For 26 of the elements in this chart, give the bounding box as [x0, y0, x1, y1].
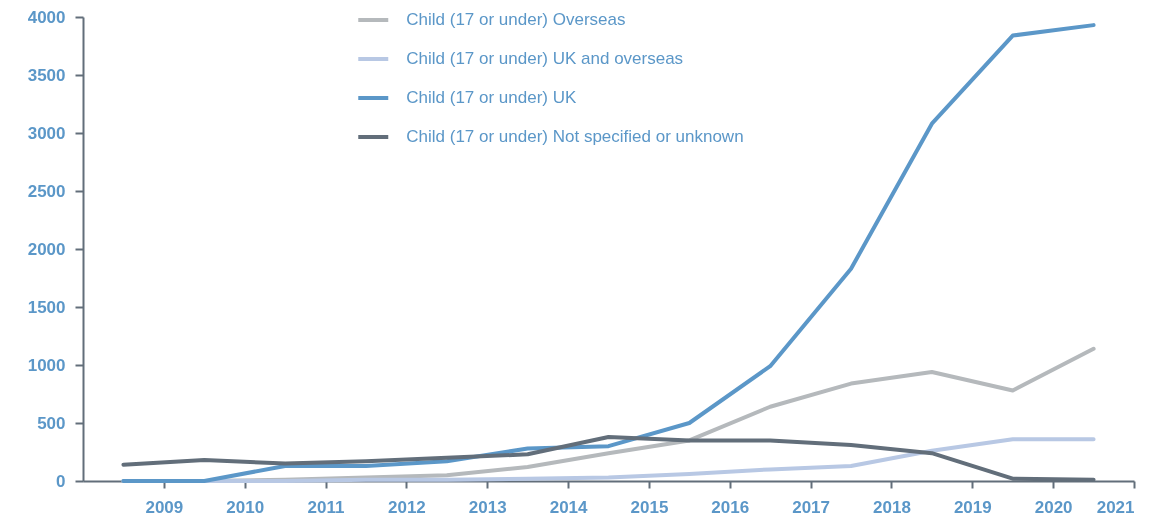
legend-label: Child (17 or under) Not specified or unknown — [406, 127, 744, 146]
x-tick-label: 2009 — [145, 497, 184, 517]
y-tick-label: 1000 — [27, 355, 66, 375]
x-tick-label: 2017 — [792, 497, 831, 517]
y-tick-label: 500 — [37, 413, 66, 433]
x-tick-label: 2012 — [387, 497, 426, 517]
x-tick-label: 2021 — [1096, 497, 1135, 517]
x-tick-label: 2016 — [711, 497, 750, 517]
y-tick-label: 0 — [56, 471, 66, 491]
y-tick-label: 3000 — [27, 123, 66, 143]
x-tick-label: 2019 — [953, 497, 992, 517]
x-tick-label: 2011 — [307, 497, 345, 517]
x-tick-label: 2010 — [226, 497, 265, 517]
y-tick-label: 2000 — [27, 239, 66, 259]
y-tick-label: 1500 — [27, 297, 66, 317]
x-tick-label: 2020 — [1034, 497, 1073, 517]
x-tick-label: 2015 — [630, 497, 669, 517]
x-tick-label: 2014 — [549, 497, 589, 517]
x-tick-label: 2018 — [873, 497, 911, 517]
x-tick-label: 2013 — [468, 497, 507, 517]
y-tick-label: 3500 — [27, 65, 66, 85]
legend-label: Child (17 or under) UK — [406, 88, 577, 107]
legend-label: Child (17 or under) Overseas — [406, 10, 626, 29]
y-tick-label: 4000 — [27, 7, 66, 27]
y-tick-label: 2500 — [27, 181, 66, 201]
legend-label: Child (17 or under) UK and overseas — [406, 49, 684, 68]
